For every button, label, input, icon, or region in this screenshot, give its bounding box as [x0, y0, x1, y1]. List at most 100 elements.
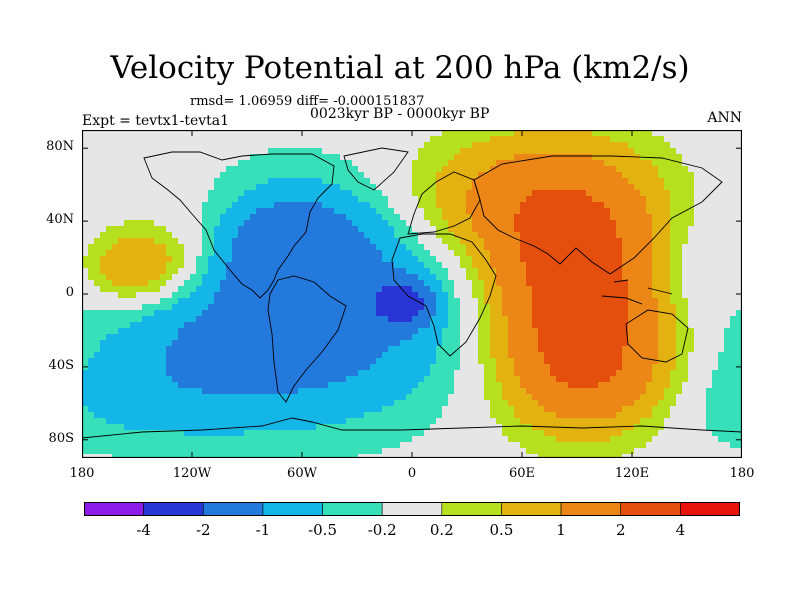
- field-cell: [316, 316, 323, 323]
- field-cell: [136, 424, 143, 431]
- field-cell: [364, 256, 371, 263]
- field-cell: [562, 238, 569, 245]
- field-cell: [82, 250, 89, 257]
- field-cell: [514, 136, 521, 143]
- field-cell: [460, 244, 467, 251]
- field-cell: [568, 304, 575, 311]
- field-cell: [472, 154, 479, 161]
- field-cell: [172, 244, 179, 251]
- field-cell: [358, 454, 365, 458]
- field-cell: [184, 136, 191, 143]
- field-cell: [610, 334, 617, 341]
- field-cell: [514, 454, 521, 458]
- field-cell: [304, 262, 311, 269]
- field-cell: [376, 436, 383, 443]
- field-cell: [106, 238, 113, 245]
- field-cell: [106, 376, 113, 383]
- field-cell: [184, 454, 191, 458]
- field-cell: [148, 286, 155, 293]
- field-cell: [124, 394, 131, 401]
- field-cell: [142, 346, 149, 353]
- field-cell: [592, 160, 599, 167]
- field-cell: [244, 364, 251, 371]
- field-cell: [436, 340, 443, 347]
- field-cell: [142, 280, 149, 287]
- field-cell: [604, 400, 611, 407]
- field-cell: [118, 220, 125, 227]
- field-cell: [454, 202, 461, 209]
- field-cell: [580, 400, 587, 407]
- field-cell: [394, 310, 401, 317]
- field-cell: [484, 292, 491, 299]
- field-cell: [514, 436, 521, 443]
- field-cell: [388, 142, 395, 149]
- field-cell: [442, 376, 449, 383]
- field-cell: [388, 148, 395, 155]
- field-cell: [526, 190, 533, 197]
- field-cell: [406, 388, 413, 395]
- field-cell: [436, 202, 443, 209]
- field-cell: [580, 352, 587, 359]
- field-cell: [172, 322, 179, 329]
- field-cell: [562, 208, 569, 215]
- field-cell: [94, 208, 101, 215]
- field-cell: [238, 214, 245, 221]
- field-cell: [394, 394, 401, 401]
- field-cell: [334, 160, 341, 167]
- field-cell: [454, 172, 461, 179]
- field-cell: [346, 268, 353, 275]
- field-cell: [106, 412, 113, 419]
- field-cell: [226, 436, 233, 443]
- field-cell: [202, 358, 209, 365]
- field-cell: [364, 190, 371, 197]
- field-cell: [166, 214, 173, 221]
- field-cell: [82, 190, 89, 197]
- field-cell: [118, 130, 125, 137]
- field-cell: [136, 280, 143, 287]
- field-cell: [466, 148, 473, 155]
- field-cell: [358, 364, 365, 371]
- field-cell: [268, 190, 275, 197]
- field-cell: [370, 220, 377, 227]
- field-cell: [388, 196, 395, 203]
- field-cell: [436, 142, 443, 149]
- field-cell: [274, 292, 281, 299]
- field-cell: [394, 148, 401, 155]
- field-cell: [382, 286, 389, 293]
- field-cell: [466, 280, 473, 287]
- field-cell: [274, 226, 281, 233]
- field-cell: [508, 142, 515, 149]
- field-cell: [274, 148, 281, 155]
- field-cell: [544, 292, 551, 299]
- field-cell: [160, 448, 167, 455]
- field-cell: [352, 388, 359, 395]
- field-cell: [406, 172, 413, 179]
- field-cell: [532, 166, 539, 173]
- field-cell: [232, 424, 239, 431]
- field-cell: [88, 358, 95, 365]
- field-cell: [550, 226, 557, 233]
- field-cell: [340, 388, 347, 395]
- field-cell: [94, 286, 101, 293]
- field-cell: [118, 388, 125, 395]
- field-cell: [388, 286, 395, 293]
- field-cell: [124, 334, 131, 341]
- field-cell: [574, 154, 581, 161]
- field-cell: [610, 220, 617, 227]
- field-cell: [490, 154, 497, 161]
- field-cell: [550, 304, 557, 311]
- field-cell: [232, 298, 239, 305]
- field-cell: [598, 400, 605, 407]
- field-cell: [130, 286, 137, 293]
- field-cell: [226, 148, 233, 155]
- field-cell: [238, 304, 245, 311]
- field-cell: [118, 226, 125, 233]
- field-cell: [154, 430, 161, 437]
- field-cell: [376, 130, 383, 137]
- field-cell: [484, 250, 491, 257]
- field-cell: [418, 250, 425, 257]
- field-cell: [508, 238, 515, 245]
- field-cell: [154, 238, 161, 245]
- field-cell: [154, 202, 161, 209]
- field-cell: [562, 292, 569, 299]
